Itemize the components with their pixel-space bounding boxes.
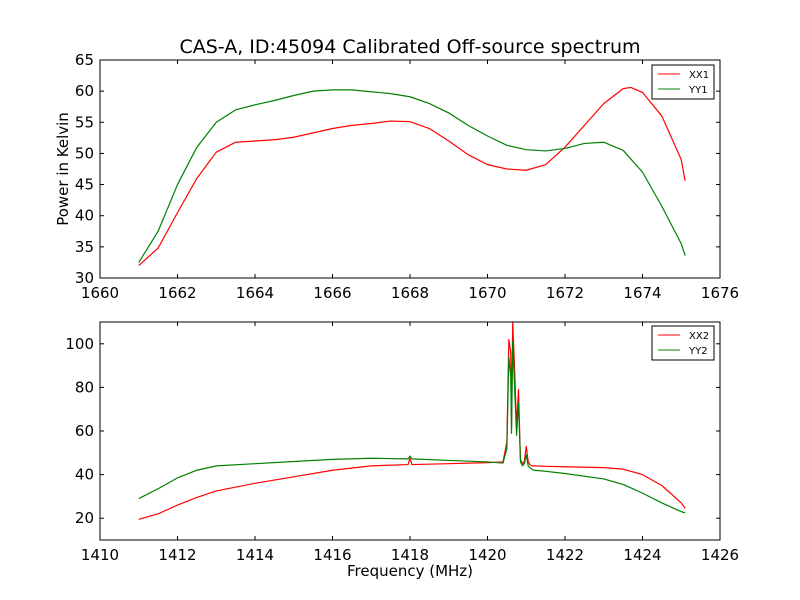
- bottom-x-tick-label: 1424: [623, 546, 661, 564]
- series-line-xx1: [138, 86, 686, 266]
- top-legend-box: [651, 64, 715, 100]
- top-y-tick-label: 45: [75, 176, 94, 194]
- top-y-tick-label: 40: [75, 207, 94, 225]
- bottom-y-tick-label: 40: [75, 466, 94, 484]
- top-x-tick-label: 1660: [81, 284, 119, 302]
- top-x-tick-label: 1670: [468, 284, 506, 302]
- top-x-tick-label: 1666: [313, 284, 351, 302]
- bottom-y-tick-label: 100: [65, 335, 94, 353]
- top-plot-frame: [99, 59, 721, 279]
- top-y-tick-label: 65: [75, 51, 94, 69]
- legend-label-yy1: YY1: [688, 85, 708, 96]
- top-y-tick-label: 50: [75, 144, 94, 162]
- top-x-tick-label: 1664: [236, 284, 274, 302]
- legend-label-yy2: YY2: [688, 346, 708, 357]
- top-ticks: 1660 1662 1664 1666 1668 1670 1672 1674 1676 30 35…: [75, 51, 739, 302]
- top-y-tick-label: 35: [75, 238, 94, 256]
- top-x-tick-label: 1672: [546, 284, 584, 302]
- bottom-x-tick-label: 1422: [546, 546, 584, 564]
- top-y-tick-label: 30: [75, 269, 94, 287]
- top-x-tick-label: 1674: [623, 284, 661, 302]
- bottom-y-tick-label: 80: [75, 378, 94, 396]
- bottom-x-axis-label: Frequency (MHz): [347, 562, 473, 580]
- bottom-plot-frame: [99, 321, 721, 541]
- bottom-x-tick-label: 1412: [158, 546, 196, 564]
- bottom-x-tick-label: 1426: [701, 546, 739, 564]
- bottom-legend-box: [651, 325, 715, 361]
- series-line-yy2: [138, 341, 686, 514]
- bottom-y-tick-label: 60: [75, 422, 94, 440]
- bottom-panel: 1410 1412 1414 1416 1418 1420 1422 1424 1426 20 40…: [65, 321, 739, 580]
- bottom-x-tick-label: 1418: [391, 546, 429, 564]
- top-series: [138, 86, 686, 266]
- legend-label-xx2: XX2: [689, 331, 709, 342]
- bottom-x-tick-label: 1416: [313, 546, 351, 564]
- top-y-tick-label: 55: [75, 113, 94, 131]
- bottom-x-tick-label: 1414: [236, 546, 274, 564]
- top-x-tick-label: 1662: [158, 284, 196, 302]
- top-y-axis-label: Power in Kelvin: [54, 112, 72, 226]
- bottom-x-tick-label: 1420: [468, 546, 506, 564]
- top-x-tick-label: 1668: [391, 284, 429, 302]
- bottom-legend: XX2 YY2: [651, 325, 715, 361]
- top-y-tick-label: 60: [75, 82, 94, 100]
- top-legend: XX1 YY1: [651, 64, 715, 100]
- top-x-tick-label: 1676: [701, 284, 739, 302]
- legend-label-xx1: XX1: [689, 70, 709, 81]
- bottom-y-tick-label: 20: [75, 509, 94, 527]
- bottom-ticks: 1410 1412 1414 1416 1418 1420 1422 1424 1426 20 40…: [65, 322, 739, 564]
- chart-title: CAS-A, ID:45094 Calibrated Off-source sp…: [179, 36, 640, 58]
- top-panel: 1660 1662 1664 1666 1668 1670 1672 1674 1676 30 35…: [54, 51, 739, 302]
- series-line-yy1: [138, 89, 686, 263]
- bottom-x-tick-label: 1410: [81, 546, 119, 564]
